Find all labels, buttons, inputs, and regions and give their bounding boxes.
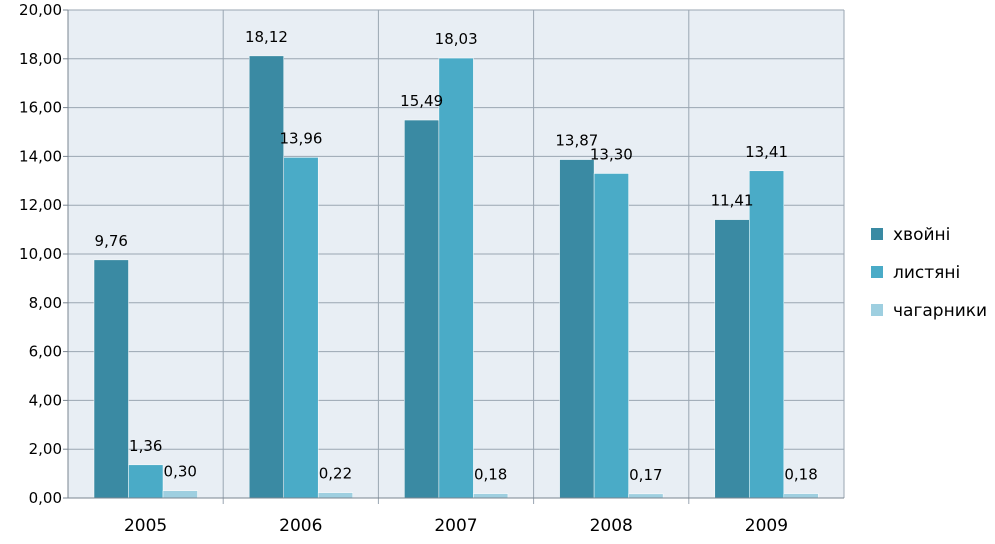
legend-swatch: [871, 304, 883, 316]
y-tick-label: 2,00: [29, 440, 62, 458]
legend-label: хвойні: [893, 225, 950, 245]
data-label: 15,49: [400, 92, 443, 110]
bar-4-1: [749, 170, 785, 499]
x-tick-label: 2009: [745, 516, 788, 536]
y-tick-label: 6,00: [29, 343, 62, 361]
axes: 0,00 2,00 4,00 6,00 8,00 10,00 12,00 14,00 16,00…: [19, 1, 844, 536]
bar-2-0: [404, 119, 440, 499]
bar-2-2: [473, 493, 509, 499]
data-label: 11,41: [711, 192, 754, 210]
y-tick-label: 0,00: [29, 489, 62, 507]
bar-0-1: [128, 464, 164, 499]
bar-3-1: [593, 173, 629, 499]
data-label: 13,30: [590, 145, 633, 163]
data-label: 1,36: [129, 437, 162, 455]
bar-4-2: [783, 493, 819, 499]
data-label: 0,17: [629, 466, 662, 484]
bar-0-0: [93, 259, 129, 499]
data-label: 0,18: [474, 466, 507, 484]
bar-1-0: [248, 55, 284, 499]
bars: [93, 55, 819, 499]
bar-2-1: [438, 57, 474, 499]
legend-label: листяні: [893, 263, 960, 283]
legend: хвойні листяні чагарники: [871, 225, 987, 321]
bar-4-0: [714, 219, 750, 499]
data-label: 13,41: [745, 143, 788, 161]
data-label: 0,22: [319, 465, 352, 483]
y-tick-label: 20,00: [19, 1, 62, 19]
y-tick-label: 10,00: [19, 245, 62, 263]
bar-1-2: [317, 492, 353, 499]
bar-3-0: [559, 159, 595, 499]
x-tick-label: 2008: [590, 516, 633, 536]
legend-label: чагарники: [893, 301, 987, 321]
y-tick-label: 16,00: [19, 99, 62, 117]
data-labels: 9,76 1,360,30 18,12 13,96 0,22 15,49 18,03 0,18…: [95, 28, 818, 484]
data-label: 18,03: [435, 30, 478, 48]
bar-1-1: [283, 157, 319, 499]
legend-swatch: [871, 266, 883, 278]
data-label: 0,30: [164, 463, 197, 481]
data-label: 18,12: [245, 28, 288, 46]
data-label: 0,18: [784, 466, 817, 484]
x-tick-label: 2007: [434, 516, 477, 536]
y-tick-label: 18,00: [19, 50, 62, 68]
data-label: 9,76: [95, 232, 128, 250]
x-tick-label: 2005: [124, 516, 167, 536]
bar-0-2: [162, 490, 198, 499]
y-tick-label: 14,00: [19, 147, 62, 165]
y-tick-label: 4,00: [29, 391, 62, 409]
y-tick-label: 8,00: [29, 294, 62, 312]
bar-3-2: [628, 493, 664, 499]
x-tick-label: 2006: [279, 516, 322, 536]
data-label: 13,87: [555, 132, 598, 150]
y-tick-label: 12,00: [19, 196, 62, 214]
data-label: 13,96: [279, 129, 322, 147]
legend-swatch: [871, 228, 883, 240]
